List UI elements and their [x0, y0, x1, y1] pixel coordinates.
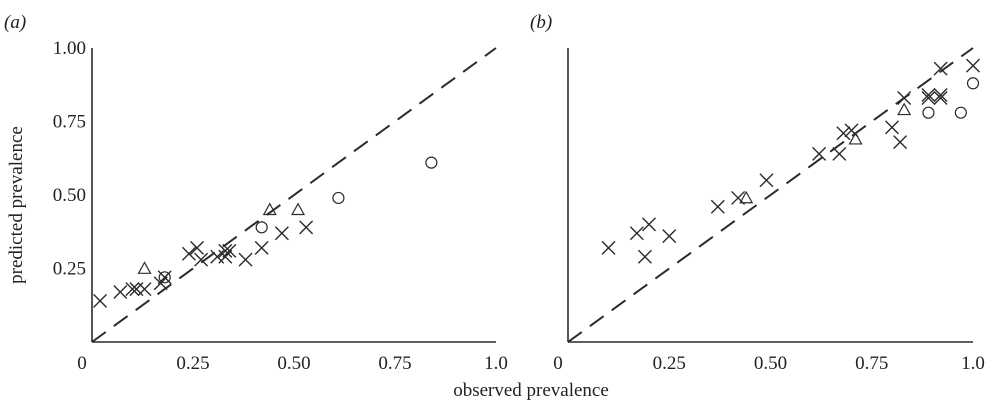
y-axis-title: predicted prevalence [6, 126, 27, 284]
panel-a-y-tick-label: 0.75 [53, 112, 86, 133]
cross-marker [933, 88, 948, 103]
cross-marker [885, 120, 899, 135]
cross-marker [274, 226, 289, 241]
cross-marker [759, 173, 774, 188]
panel-a-x-tick-label: 0.25 [176, 353, 209, 374]
panel-b-x-tick-label: 0.75 [855, 353, 888, 374]
panel-b-x-axis: 0 0.25 0.50 0.75 1.0 [553, 341, 985, 374]
cross-marker [218, 249, 233, 264]
circle-marker [954, 106, 967, 119]
cross-marker [254, 240, 269, 255]
cross-marker [662, 229, 677, 244]
circle-marker [425, 156, 438, 169]
panel-b-x-tick-label: 0 [553, 353, 563, 374]
panel-a: (a) 0.25 0.50 0.75 1.00 0 0.25 0.50 0.75 1.0 [4, 12, 508, 374]
panel-b-markers [601, 58, 980, 264]
cross-marker [194, 252, 209, 267]
panel-b-label: (b) [530, 12, 552, 33]
circle-marker [255, 221, 268, 234]
panel-b-x-tick-label: 0.50 [754, 353, 787, 374]
cross-marker [157, 270, 172, 285]
x-axis-title: observed prevalence [453, 380, 609, 401]
cross-marker [238, 252, 253, 267]
cross-marker [921, 90, 936, 105]
cross-marker [210, 249, 225, 264]
cross-marker [125, 282, 140, 297]
cross-marker [299, 220, 314, 235]
cross-marker [601, 240, 616, 255]
panel-a-y-tick-label: 0.25 [53, 259, 86, 280]
panel-a-label: (a) [4, 12, 26, 33]
circle-marker [332, 191, 345, 205]
cross-marker [836, 126, 851, 141]
cross-marker [832, 146, 847, 161]
panel-a-y-tick-label: 0.50 [53, 185, 86, 206]
circle-marker [966, 77, 980, 90]
triangle-marker [262, 202, 277, 216]
triangle-marker [291, 202, 306, 216]
panel-b-reference-line [567, 47, 974, 343]
cross-marker [966, 58, 980, 73]
panel-a-identity-line [91, 47, 497, 343]
triangle-marker [897, 102, 912, 116]
cross-marker [113, 285, 128, 300]
circle-marker [922, 106, 935, 119]
panel-b-identity-line [567, 47, 974, 343]
cross-marker [812, 146, 827, 161]
cross-marker [222, 243, 237, 258]
cross-marker [933, 61, 948, 76]
triangle-marker [137, 261, 152, 274]
cross-marker [181, 246, 196, 261]
cross-marker [897, 90, 912, 105]
cross-marker [137, 282, 152, 297]
circle-marker [158, 271, 171, 284]
panel-b-x-tick-label: 1.0 [961, 353, 985, 374]
panel-a-markers [93, 156, 438, 308]
panel-b: (b) 0 0.25 0.50 0.75 1.0 [530, 12, 985, 374]
cross-marker [190, 240, 205, 255]
cross-marker [710, 199, 725, 214]
cross-marker [629, 226, 644, 241]
panel-b-x-tick-label: 0.25 [653, 353, 686, 374]
cross-marker [637, 249, 652, 264]
panel-a-y-tick-label: 1.00 [53, 38, 86, 59]
panel-a-x-tick-label: 1.0 [484, 353, 508, 374]
cross-marker [933, 90, 948, 105]
cross-marker [642, 217, 656, 232]
panel-a-x-tick-label: 0.50 [277, 353, 310, 374]
panel-a-x-tick-label: 0 [77, 353, 87, 374]
panel-a-x-axis: 0 0.25 0.50 0.75 1.0 [77, 341, 508, 374]
triangle-marker [848, 131, 863, 145]
cross-marker [153, 276, 168, 291]
panel-a-x-tick-label: 0.75 [378, 353, 411, 374]
cross-marker [93, 293, 108, 308]
cross-marker [893, 135, 908, 150]
cross-marker [921, 88, 936, 103]
panel-a-y-axis: 0.25 0.50 0.75 1.00 [53, 38, 93, 342]
triangle-marker [739, 190, 754, 204]
cross-marker [218, 243, 233, 258]
panel-a-reference-line [91, 47, 497, 343]
